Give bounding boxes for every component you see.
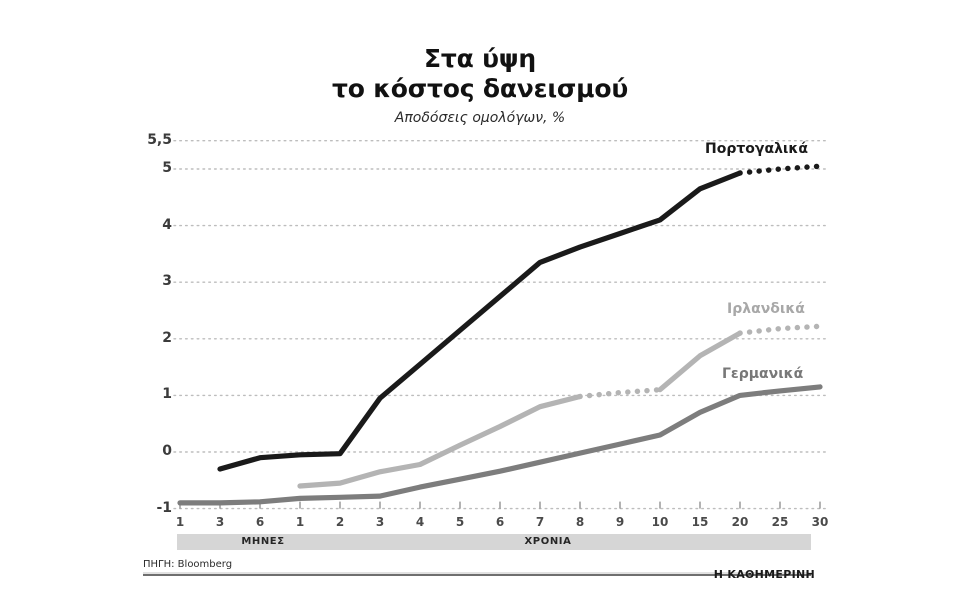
x-tick-13: 15 <box>691 514 709 529</box>
footer-rule <box>143 574 811 576</box>
x-tick-11: 9 <box>615 514 625 529</box>
data-series-group <box>177 163 823 506</box>
x-tick-2: 6 <box>255 514 265 529</box>
x-tick-12: 10 <box>651 514 669 529</box>
x-tick-9: 7 <box>535 514 545 529</box>
y-tick-2: 2 <box>162 329 172 346</box>
series-label-german: Γερμανικά <box>722 366 804 382</box>
series-german <box>177 384 823 506</box>
y-tick-3: 3 <box>162 273 172 290</box>
brand-name: Η ΚΑΘΗΜΕΡΙΝΗ <box>713 568 815 581</box>
series-portuguese <box>217 163 823 472</box>
y-tick-5-5: 5,5 <box>147 131 172 148</box>
x-tick-1: 3 <box>215 514 225 529</box>
y-tick--1: -1 <box>156 499 172 516</box>
years-band-label: ΧΡΟΝΙΑ <box>524 536 572 547</box>
series-irish <box>297 323 823 489</box>
x-tick-7: 5 <box>455 514 465 529</box>
x-tick-15: 25 <box>771 514 789 529</box>
x-tick-14: 20 <box>731 514 749 529</box>
x-tick-5: 3 <box>375 514 385 529</box>
footer-rule-light <box>143 572 811 575</box>
source-note: ΠΗΓΗ: Bloomberg <box>143 559 233 570</box>
y-tick-1: 1 <box>162 386 172 403</box>
x-tick-10: 8 <box>575 514 585 529</box>
y-tick-0: 0 <box>162 443 172 459</box>
series-label-portuguese: Πορτογαλικά <box>705 141 808 157</box>
series-label-irish: Ιρλανδικά <box>727 301 805 317</box>
x-tick-6: 4 <box>415 514 425 529</box>
gridlines <box>173 139 829 510</box>
years-band <box>285 534 811 550</box>
x-tick-16: 30 <box>811 514 829 529</box>
months-band-label: ΜΗΝΕΣ <box>241 536 285 547</box>
x-tick-0: 1 <box>175 514 185 529</box>
x-tick-3: 1 <box>295 514 305 529</box>
y-tick-5: 5 <box>162 160 172 176</box>
x-tick-8: 6 <box>495 514 505 529</box>
x-tick-4: 2 <box>335 514 345 529</box>
y-tick-4: 4 <box>162 216 172 233</box>
